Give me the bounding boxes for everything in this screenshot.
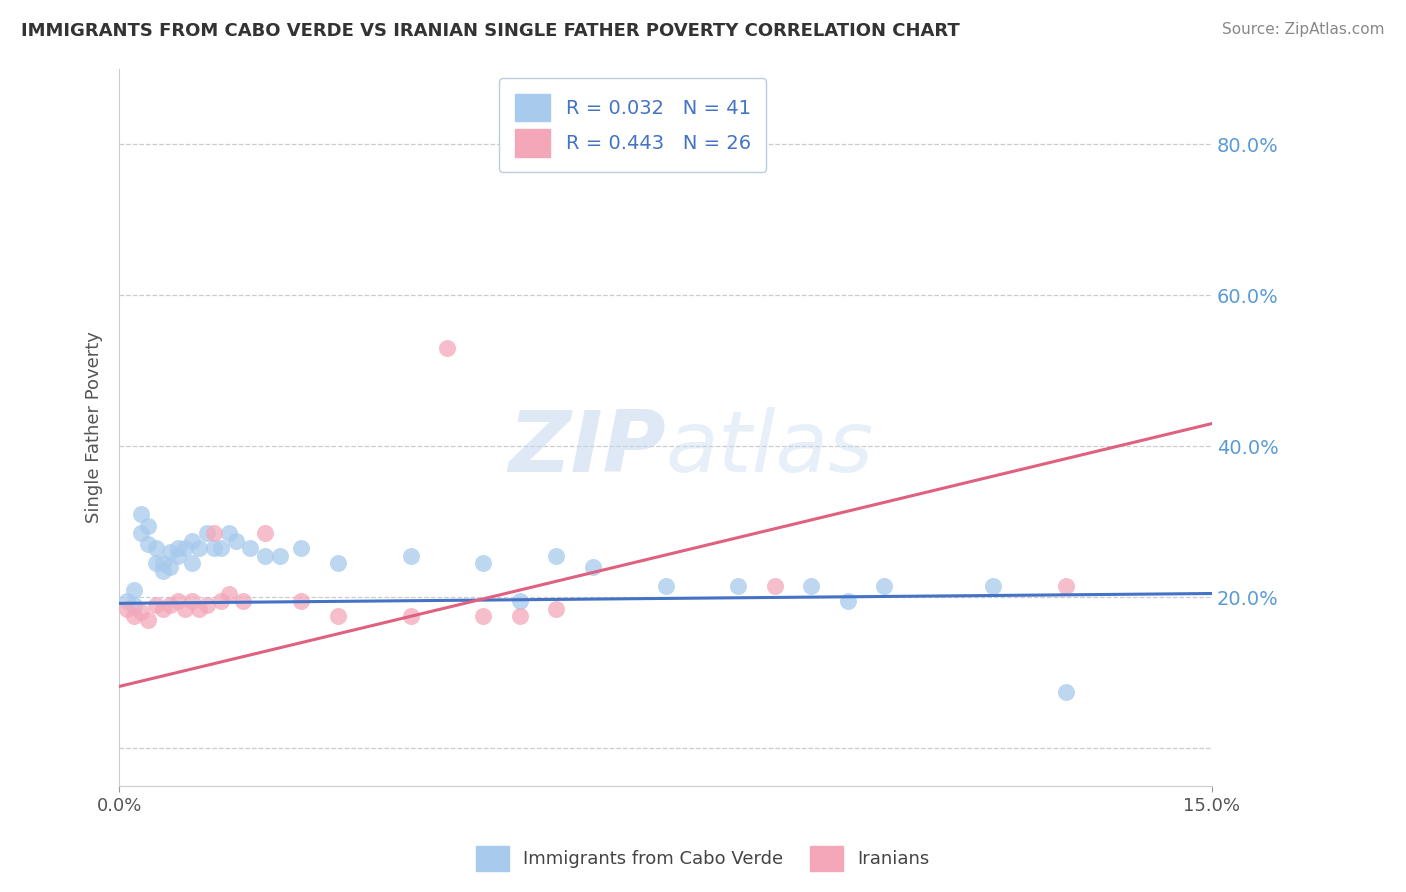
- Point: [122, 598, 145, 612]
- Legend: R = 0.032   N = 41, R = 0.443   N = 26: R = 0.032 N = 41, R = 0.443 N = 26: [499, 78, 766, 172]
- Point: [145, 557, 167, 571]
- Point: [122, 609, 145, 624]
- Point: [195, 526, 218, 541]
- Text: atlas: atlas: [665, 408, 873, 491]
- Point: [873, 579, 896, 593]
- Point: [399, 609, 422, 624]
- Text: ZIP: ZIP: [508, 408, 665, 491]
- Point: [546, 549, 568, 563]
- Point: [166, 549, 188, 563]
- Point: [129, 526, 152, 541]
- Point: [166, 594, 188, 608]
- Point: [173, 541, 195, 556]
- Point: [800, 579, 823, 593]
- Point: [225, 533, 247, 548]
- Point: [727, 579, 749, 593]
- Point: [129, 507, 152, 521]
- Point: [509, 594, 531, 608]
- Point: [654, 579, 676, 593]
- Point: [159, 598, 181, 612]
- Point: [837, 594, 859, 608]
- Point: [166, 541, 188, 556]
- Point: [472, 557, 495, 571]
- Point: [326, 557, 349, 571]
- Text: IMMIGRANTS FROM CABO VERDE VS IRANIAN SINGLE FATHER POVERTY CORRELATION CHART: IMMIGRANTS FROM CABO VERDE VS IRANIAN SI…: [21, 22, 960, 40]
- Point: [145, 541, 167, 556]
- Point: [218, 586, 240, 600]
- Point: [129, 606, 152, 620]
- Point: [253, 549, 276, 563]
- Point: [181, 557, 204, 571]
- Point: [436, 341, 458, 355]
- Point: [399, 549, 422, 563]
- Point: [152, 601, 174, 615]
- Point: [1054, 684, 1077, 698]
- Point: [232, 594, 254, 608]
- Point: [269, 549, 291, 563]
- Point: [195, 598, 218, 612]
- Point: [218, 526, 240, 541]
- Point: [202, 526, 225, 541]
- Point: [152, 557, 174, 571]
- Point: [1054, 579, 1077, 593]
- Point: [138, 613, 160, 627]
- Legend: Immigrants from Cabo Verde, Iranians: Immigrants from Cabo Verde, Iranians: [470, 838, 936, 879]
- Point: [582, 560, 605, 574]
- Point: [209, 541, 232, 556]
- Point: [253, 526, 276, 541]
- Point: [138, 518, 160, 533]
- Point: [159, 560, 181, 574]
- Point: [202, 541, 225, 556]
- Y-axis label: Single Father Poverty: Single Father Poverty: [86, 332, 103, 524]
- Point: [181, 533, 204, 548]
- Point: [472, 609, 495, 624]
- Point: [983, 579, 1005, 593]
- Point: [509, 609, 531, 624]
- Point: [546, 601, 568, 615]
- Point: [173, 601, 195, 615]
- Point: [145, 598, 167, 612]
- Point: [122, 582, 145, 597]
- Point: [290, 541, 312, 556]
- Text: Source: ZipAtlas.com: Source: ZipAtlas.com: [1222, 22, 1385, 37]
- Point: [763, 579, 786, 593]
- Point: [152, 564, 174, 578]
- Point: [115, 601, 138, 615]
- Point: [159, 545, 181, 559]
- Point: [239, 541, 262, 556]
- Point: [326, 609, 349, 624]
- Point: [188, 541, 211, 556]
- Point: [181, 594, 204, 608]
- Point: [188, 601, 211, 615]
- Point: [290, 594, 312, 608]
- Point: [209, 594, 232, 608]
- Point: [115, 594, 138, 608]
- Point: [138, 537, 160, 551]
